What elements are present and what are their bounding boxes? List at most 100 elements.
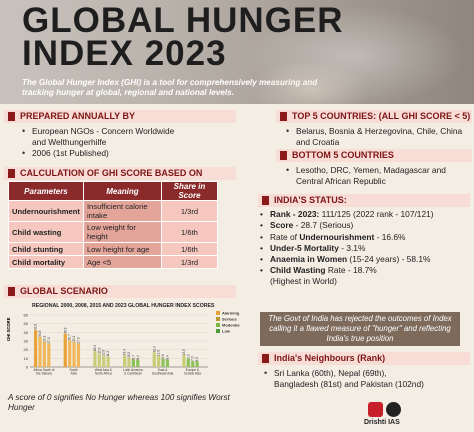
bar xyxy=(68,340,72,367)
status-text: Undernourishment xyxy=(299,231,375,242)
status-text: 111/125 (2022 rank - 107/121) xyxy=(319,209,434,219)
bottom5-heading: BOTTOM 5 COUNTRIES xyxy=(276,149,472,162)
x-tick-label: Central Asia xyxy=(184,372,201,376)
prepared-heading: PREPARED ANNUALLY BY xyxy=(4,110,236,123)
status-text: - 3.1% xyxy=(338,242,366,253)
legend-label: Moderate xyxy=(222,322,241,327)
india-heading: INDIA'S STATUS: xyxy=(258,194,470,207)
legend-label: Alarming xyxy=(222,310,240,315)
x-tick-label: Southeast Asia xyxy=(152,372,173,376)
prepared-item-3: 2006 (1st Published) xyxy=(32,148,109,158)
bar xyxy=(42,341,46,367)
title-line-2: INDEX 2023 xyxy=(22,34,227,73)
meaning-cell: Age <5 xyxy=(82,255,162,269)
y-axis-label: GHI SCORE xyxy=(6,317,11,341)
bar-value-label: 27.0 xyxy=(76,337,80,343)
bar xyxy=(63,333,67,367)
status-text: Anaemia in Women xyxy=(270,254,348,265)
bar xyxy=(182,355,186,367)
y-tick-label: 50 xyxy=(24,321,29,326)
bar-value-label: 8.7 xyxy=(131,355,135,360)
x-tick-label: East & xyxy=(158,368,168,372)
bar-value-label: 10.5 xyxy=(127,351,131,357)
table-row: Undernourishment Insufficient calorie int… xyxy=(8,200,219,222)
bar-value-label: 13.5 xyxy=(182,349,186,355)
drishti-d-icon xyxy=(386,402,401,417)
y-tick-label: 60 xyxy=(24,313,29,318)
neighbours-heading-label: India's Neighbours (Rank) xyxy=(274,353,386,363)
list-item: 2006 (1st Published) xyxy=(20,148,240,159)
x-tick-label: Africa South of xyxy=(34,368,55,372)
top5-heading-label: TOP 5 COUNTRIES: (ALL GHI SCORE < 5) xyxy=(292,111,471,121)
legend-swatch xyxy=(216,311,220,315)
bar xyxy=(195,361,199,367)
y-tick-label: 10 xyxy=(24,356,29,361)
drishti-logo: Drishti IAS xyxy=(364,402,414,428)
bar-value-label: 15.3 xyxy=(97,347,101,353)
bottom5-heading-label: BOTTOM 5 COUNTRIES xyxy=(292,150,394,160)
bar xyxy=(157,356,161,367)
bar-value-label: 42.6 xyxy=(34,324,38,330)
share-cell: 1/3rd xyxy=(160,255,219,269)
status-text: Under-5 Mortality xyxy=(270,242,339,253)
india-heading-label: INDIA'S STATUS: xyxy=(274,195,347,205)
india-status-list: Rank - 2023: 111/125 (2022 rank - 107/12… xyxy=(258,209,454,287)
prepared-item-2: and Welthungerhilfe xyxy=(32,137,107,147)
bar-value-label: 6.3 xyxy=(195,357,199,362)
bar xyxy=(131,359,135,367)
x-tick-label: South xyxy=(69,368,78,372)
table-row: Child wasting Low weight for height 1/6th xyxy=(8,221,219,243)
x-tick-label: Asia xyxy=(71,372,77,376)
x-tick-label: the Sahara xyxy=(36,372,52,376)
hero-banner: GLOBAL HUNGER INDEX 2023 The Global Hung… xyxy=(0,0,474,104)
neighbours-line-1: Sri Lanka (60th), Nepal (69th), xyxy=(274,368,387,378)
list-item: Sri Lanka (60th), Nepal (69th),Banglades… xyxy=(262,368,472,390)
y-tick-label: 0 xyxy=(26,365,29,370)
share-cell: 1/6th xyxy=(160,242,219,256)
status-text: (Highest in World) xyxy=(270,276,337,287)
bar xyxy=(97,353,101,367)
bar xyxy=(102,355,106,367)
bottom5-list: Lesotho, DRC, Yemen, Madagascar and Cent… xyxy=(284,165,470,187)
bar xyxy=(186,358,190,367)
title-line-1: GLOBAL HUNGER xyxy=(22,1,344,40)
status-text: Rate of xyxy=(270,231,300,242)
table-header-row: Parameters Meaning Share in Score xyxy=(8,181,219,201)
top5-heading: TOP 5 COUNTRIES: (ALL GHI SCORE < 5) xyxy=(276,110,472,123)
bar-value-label: 13.4 xyxy=(123,349,127,355)
bar-value-label: 8.4 xyxy=(165,355,169,360)
bar xyxy=(93,351,97,367)
legend-swatch xyxy=(216,317,220,321)
legend-label: Serious xyxy=(222,316,237,321)
table-body: Undernourishment Insufficient calorie int… xyxy=(8,200,219,269)
drishti-logo-icon xyxy=(368,402,383,417)
prepared-item-1: European NGOs - Concern Worldwide xyxy=(32,126,175,136)
scenario-heading-label: GLOBAL SCENARIO xyxy=(20,286,108,296)
parameter-cell: Child wasting xyxy=(8,221,84,243)
india-status-item: Score - 28.7 (Serious) xyxy=(258,220,454,231)
scenario-heading: GLOBAL SCENARIO xyxy=(4,285,236,298)
x-tick-label: & Caribbean xyxy=(124,372,142,376)
bar-value-label: 12.6 xyxy=(157,350,161,356)
bar-value-label: 18.2 xyxy=(93,345,97,351)
bar xyxy=(191,360,195,367)
status-text: - 16.6% xyxy=(374,231,406,242)
list-item: Belarus, Bosnia & Herzegovina, Chile, Ch… xyxy=(284,126,470,148)
bar-value-label: 9.3 xyxy=(186,354,190,359)
calculation-heading: CALCULATION OF GHI SCORE BASED ON xyxy=(4,167,236,180)
share-cell: 1/3rd xyxy=(160,200,219,222)
bar-value-label: 34.8 xyxy=(38,330,42,336)
prepared-heading-label: PREPARED ANNUALLY BY xyxy=(20,111,136,121)
india-status-item: Rate of Undernourishment - 16.6% xyxy=(258,232,454,243)
bar xyxy=(123,355,127,367)
india-status-item: Anaemia in Women (15-24 years) - 58.1% xyxy=(258,254,454,265)
column-header: Meaning xyxy=(82,181,162,201)
bar-value-label: 7.0 xyxy=(191,356,195,361)
brand-name: Drishti IAS xyxy=(364,419,400,426)
bar xyxy=(165,359,170,367)
bar-value-label: 29.1 xyxy=(42,335,46,341)
column-header: Parameters xyxy=(8,181,84,201)
